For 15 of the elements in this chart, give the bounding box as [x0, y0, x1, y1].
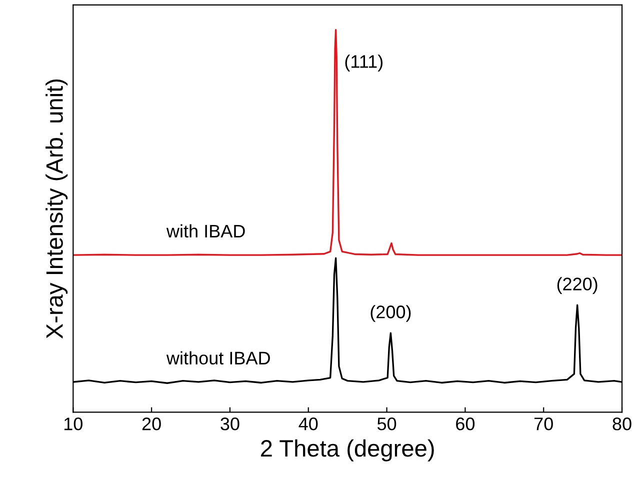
- series-label: without IBAD: [166, 351, 270, 365]
- x-tick-label: 30: [220, 418, 240, 430]
- x-axis-title: 2 Theta (degree): [261, 439, 434, 462]
- x-tick-label: 50: [377, 418, 396, 430]
- x-tick-label: 40: [298, 418, 318, 430]
- x-tick-label: 60: [456, 418, 475, 430]
- annotation: (200): [370, 305, 411, 322]
- y-axis-title: X-ray Intensity (Arb. unit): [46, 79, 68, 339]
- x-tick-label: 70: [534, 418, 553, 430]
- series-label: with IBAD: [166, 224, 245, 238]
- x-tick-label: 80: [612, 418, 632, 430]
- annotation: (111): [345, 54, 383, 72]
- annotation: (220): [557, 277, 598, 294]
- x-tick-label: 20: [142, 418, 161, 430]
- x-tick-label: 10: [64, 418, 82, 430]
